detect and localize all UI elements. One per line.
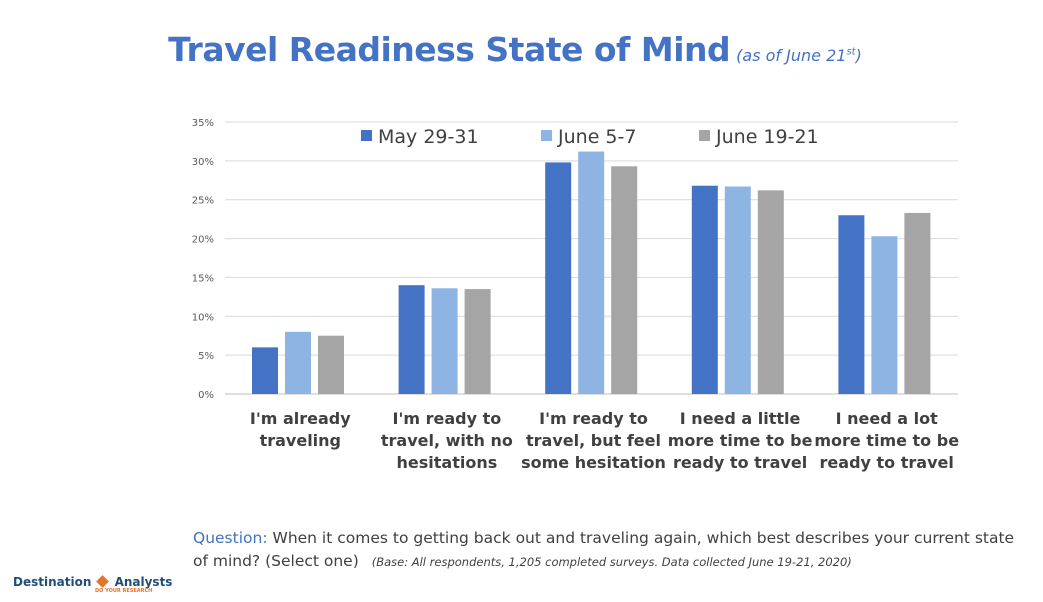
title-date-suffix: ) (855, 46, 862, 65)
bar (398, 285, 425, 394)
legend-label: June 19-21 (715, 126, 819, 148)
bar (545, 162, 572, 394)
y-tick-label: 5% (198, 351, 214, 362)
bar (431, 288, 458, 394)
x-category-label: I need a lot (836, 409, 938, 428)
legend-swatch (361, 130, 372, 141)
brand-logo: Destination Analysts DO YOUR RESEARCH (13, 571, 173, 594)
logo-tagline: DO YOUR RESEARCH (95, 588, 153, 594)
legend-label: June 5-7 (557, 126, 636, 148)
legend-swatch (541, 130, 552, 141)
x-category-label: ready to travel (673, 453, 807, 472)
bar (285, 331, 311, 394)
x-category-label: traveling (260, 431, 341, 450)
title-main: Travel Readiness State of Mind (168, 30, 731, 69)
x-category-label: more time to be (668, 431, 813, 450)
y-tick-label: 10% (192, 312, 214, 323)
logo-word-destination: Destination (13, 575, 92, 589)
bar (318, 335, 344, 394)
x-category-label: ready to travel (820, 453, 954, 472)
y-tick-label: 15% (192, 273, 214, 284)
x-category-label: I'm ready to (539, 409, 648, 428)
legend-label: May 29-31 (378, 126, 479, 148)
bar (871, 236, 898, 394)
bar (838, 215, 865, 394)
y-tick-label: 20% (192, 235, 214, 246)
title-date-prefix: (as of June 21 (736, 46, 847, 65)
bar (904, 212, 931, 394)
x-category-label: hesitations (397, 453, 498, 472)
title-date-sup: st (846, 46, 856, 58)
bar (252, 347, 278, 394)
bar (724, 186, 751, 394)
question-block: Question: When it comes to getting back … (193, 527, 1033, 574)
logo-word-analysts: Analysts (114, 575, 173, 589)
x-category-label: some hesitation (521, 453, 666, 472)
bar-chart: 0% 5% 10% 15% 20% 25% 30% 35% I'm already traveli… (192, 118, 959, 472)
y-tick-label: 0% (198, 390, 214, 401)
question-base-note: (Base: All respondents, 1,205 completed … (371, 555, 852, 569)
bar (464, 289, 491, 394)
bar (578, 151, 605, 394)
bar (611, 166, 638, 394)
x-category-label: more time to be (814, 431, 959, 450)
question-label: Question: (193, 529, 268, 547)
bar (691, 185, 718, 394)
x-category-label: travel, with no (381, 431, 513, 450)
x-category-label: I need a little (680, 409, 801, 428)
bar (757, 190, 784, 394)
y-tick-label: 30% (192, 157, 214, 168)
x-category-label: travel, but feel (526, 431, 661, 450)
y-tick-label: 35% (192, 118, 214, 129)
question-text: When it comes to getting back out and tr… (193, 529, 1015, 570)
logo-diamond-icon (96, 575, 110, 588)
chart-title: Travel Readiness State of Mind (as of Jun… (0, 30, 1030, 69)
x-category-label: I'm ready to (393, 409, 502, 428)
y-tick-label: 25% (192, 196, 214, 207)
legend-swatch (699, 130, 710, 141)
x-category-label: I'm already (250, 409, 351, 428)
title-date-note: (as of June 21st) (736, 46, 862, 65)
